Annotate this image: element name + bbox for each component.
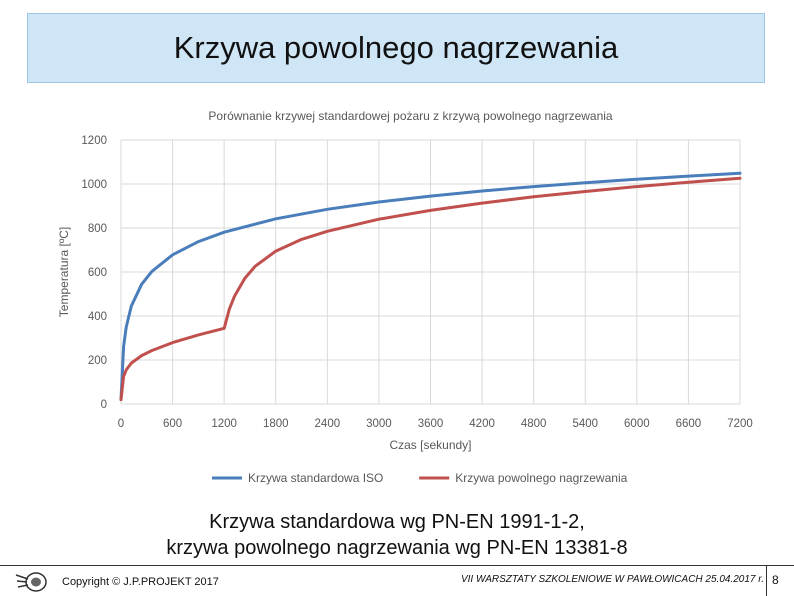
page-number: 8 bbox=[772, 573, 779, 587]
x-tick-label: 1800 bbox=[263, 418, 289, 430]
x-tick-label: 4800 bbox=[521, 418, 547, 430]
copyright-text: Copyright © J.P.PROJEKT 2017 bbox=[62, 576, 219, 588]
x-tick-label: 0 bbox=[118, 418, 124, 430]
footer-separator bbox=[766, 566, 767, 596]
legend-label-2: Krzywa powolnego nagrzewania bbox=[455, 471, 627, 485]
x-tick-label: 3000 bbox=[366, 418, 392, 430]
x-tick-label: 4200 bbox=[469, 418, 495, 430]
y-tick-label: 200 bbox=[88, 355, 107, 367]
x-tick-label: 1200 bbox=[211, 418, 237, 430]
slide-title: Krzywa powolnego nagrzewania bbox=[173, 30, 619, 65]
x-tick-label: 600 bbox=[163, 418, 182, 430]
series-line-2 bbox=[119, 176, 742, 402]
caption-line-1: Krzywa standardowa wg PN-EN 1991-1-2, bbox=[209, 511, 585, 533]
title-banner: Krzywa powolnego nagrzewania bbox=[27, 13, 765, 83]
company-logo-icon bbox=[15, 572, 47, 592]
y-tick-label: 400 bbox=[88, 311, 107, 323]
legend-label-1: Krzywa standardowa ISO bbox=[248, 471, 383, 485]
x-tick-label: 2400 bbox=[315, 418, 341, 430]
y-tick-label: 600 bbox=[88, 267, 107, 279]
x-tick-label: 6600 bbox=[676, 418, 702, 430]
temperature-chart: Porównanie krzywej standardowej pożaru z… bbox=[57, 109, 753, 485]
x-tick-label: 5400 bbox=[572, 418, 598, 430]
x-tick-label: 3600 bbox=[418, 418, 444, 430]
series-line-1 bbox=[119, 171, 742, 402]
y-tick-label: 1200 bbox=[81, 135, 107, 147]
y-tick-label: 800 bbox=[88, 223, 107, 235]
workshop-text: VII WARSZTATY SZKOLENIOWE W PAWŁOWICACH … bbox=[460, 574, 764, 585]
y-tick-label: 1000 bbox=[81, 179, 107, 191]
y-axis-title: Temperatura [ºC] bbox=[57, 227, 71, 317]
caption-line-2: krzywa powolnego nagrzewania wg PN-EN 13… bbox=[166, 537, 628, 559]
chart-title: Porównanie krzywej standardowej pożaru z… bbox=[208, 109, 613, 123]
y-tick-label: 0 bbox=[101, 399, 107, 411]
x-tick-label: 6000 bbox=[624, 418, 650, 430]
footer: Copyright © J.P.PROJEKT 2017 VII WARSZTA… bbox=[0, 565, 794, 596]
x-axis-title: Czas [sekundy] bbox=[389, 438, 471, 452]
x-tick-label: 7200 bbox=[727, 418, 753, 430]
